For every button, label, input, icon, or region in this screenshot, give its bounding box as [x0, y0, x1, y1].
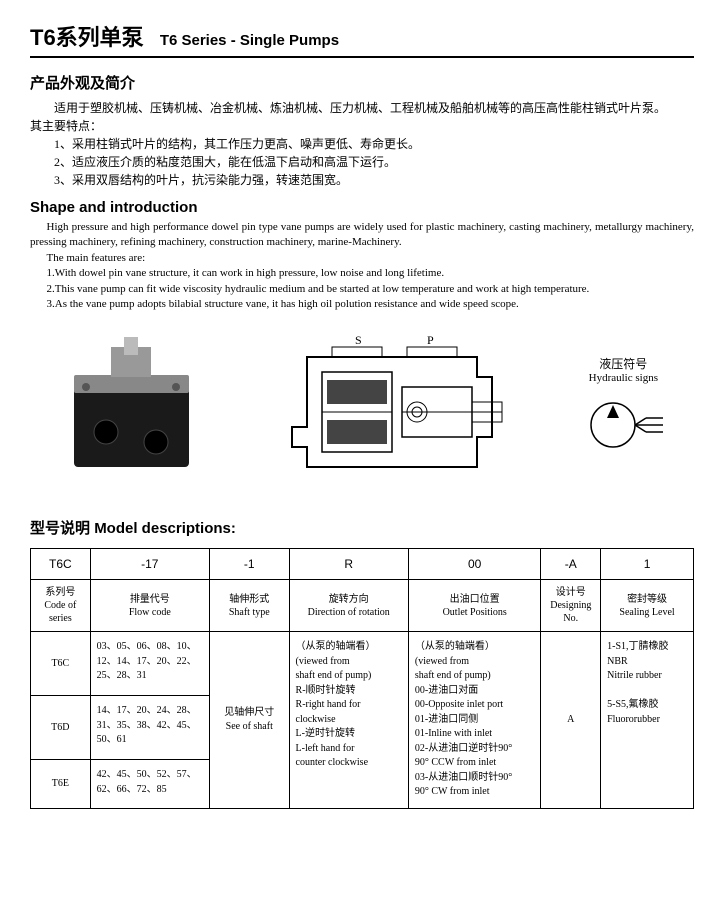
port-p-label: P [427, 333, 434, 347]
feature-en-2: 2.This vane pump can fit wide viscosity … [30, 282, 694, 297]
ex-1: -17 [90, 549, 209, 580]
flow-t6d: 14、17、20、24、28、31、35、38、42、45、50、61 [90, 696, 209, 760]
design-cell: A [541, 632, 601, 809]
ex-4: 00 [408, 549, 541, 580]
intro-para-cn: 适用于塑胶机械、压铸机械、冶金机械、炼油机械、压力机械、工程机械及船舶机械等的高… [30, 99, 694, 117]
hdr-2-cn: 轴伸形式 [212, 593, 287, 606]
pump-schematic: S P [277, 332, 507, 487]
feature-en-3: 3.As the vane pump adopts bilabial struc… [30, 297, 694, 312]
ex-3: R [289, 549, 408, 580]
hydraulic-label-cn: 液压符号 [599, 357, 647, 371]
hdr-3-cn: 旋转方向 [292, 593, 406, 606]
model-table: T6C -17 -1 R 00 -A 1 系列号Code of series 排… [30, 548, 694, 809]
hdr-0-en: Code of series [33, 599, 88, 625]
hdr-1-en: Flow code [93, 606, 207, 619]
feature-cn-2: 2、适应液压介质的粘度范围大，能在低温下启动和高温下运行。 [30, 153, 694, 171]
hydraulic-symbol-icon [578, 390, 668, 460]
intro-para-en: High pressure and high performance dowel… [30, 220, 694, 251]
intro-heading-cn: 产品外观及简介 [30, 72, 694, 93]
model-section-title: 型号说明 Model descriptions: [30, 517, 694, 538]
shaft-cn: 见轴伸尺寸 [224, 707, 274, 718]
shaft-en: See of shaft [226, 721, 273, 732]
hdr-2-en: Shaft type [212, 606, 287, 619]
ex-6: 1 [601, 549, 694, 580]
shaft-cell: 见轴伸尺寸 See of shaft [209, 632, 289, 809]
hydraulic-symbol-block: 液压符号 Hydraulic signs [578, 355, 668, 465]
hdr-5-cn: 设计号 [543, 586, 598, 599]
features-label-en: The main features are: [30, 251, 694, 266]
hdr-4-en: Outlet Positions [411, 606, 539, 619]
ex-0: T6C [31, 549, 91, 580]
series-t6e: T6E [31, 760, 91, 809]
ex-2: -1 [209, 549, 289, 580]
hdr-6-cn: 密封等级 [603, 593, 691, 606]
features-label-cn: 其主要特点： [30, 117, 694, 135]
ex-5: -A [541, 549, 601, 580]
page-title: T6系列单泵 T6 Series - Single Pumps [30, 20, 694, 58]
hdr-4-cn: 出油口位置 [411, 593, 539, 606]
flow-t6c: 03、05、06、08、10、12、14、17、20、22、25、28、31 [90, 632, 209, 696]
hdr-0-cn: 系列号 [33, 586, 88, 599]
model-title-cn: 型号说明 [30, 520, 90, 537]
example-row: T6C -17 -1 R 00 -A 1 [31, 549, 694, 580]
series-t6c: T6C [31, 632, 91, 696]
feature-cn-1: 1、采用柱销式叶片的结构，其工作压力更高、噪声更低、寿命更长。 [30, 135, 694, 153]
port-s-label: S [355, 333, 362, 347]
series-t6d: T6D [31, 696, 91, 760]
hdr-6-en: Sealing Level [603, 606, 691, 619]
header-row: 系列号Code of series 排量代号Flow code 轴伸形式Shaf… [31, 580, 694, 632]
flow-t6e: 42、45、50、52、57、62、66、72、85 [90, 760, 209, 809]
page-title-en: T6 Series - Single Pumps [160, 32, 339, 49]
series-row-t6c: T6C 03、05、06、08、10、12、14、17、20、22、25、28、… [31, 632, 694, 696]
model-title-en: Model descriptions: [94, 520, 236, 537]
feature-cn-3: 3、采用双唇结构的叶片，抗污染能力强，转速范围宽。 [30, 171, 694, 189]
rotation-cell: （从泵的轴端看）(viewed fromshaft end of pump)R-… [289, 632, 408, 809]
hdr-3-en: Direction of rotation [292, 606, 406, 619]
diagram-row: S P 液压符号 Hydraulic signs [30, 332, 694, 487]
outlet-cell: （从泵的轴端看）(viewed fromshaft end of pump)00… [408, 632, 541, 809]
seal-cell: 1-S1,丁腈橡胶NBRNitrile rubber5-S5,氟橡胶Fluoro… [601, 632, 694, 809]
pump-photo [56, 337, 206, 482]
hdr-5-en: Designing No. [543, 599, 598, 625]
hdr-1-cn: 排量代号 [93, 593, 207, 606]
intro-heading-en: Shape and introduction [30, 199, 694, 216]
hydraulic-label: 液压符号 Hydraulic signs [578, 355, 668, 384]
feature-en-1: 1.With dowel pin vane structure, it can … [30, 266, 694, 281]
hydraulic-label-en: Hydraulic signs [578, 372, 668, 384]
page-title-cn: T6系列单泵 [30, 25, 144, 50]
